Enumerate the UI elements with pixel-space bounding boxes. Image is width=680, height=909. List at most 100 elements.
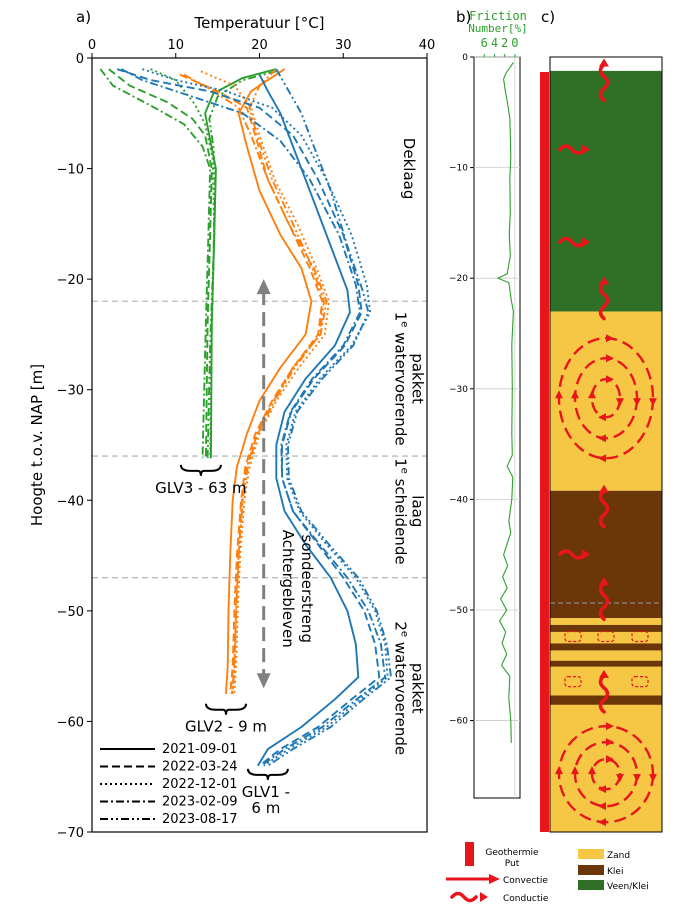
y-tick-label-b-0: 0: [462, 53, 468, 63]
y-tick-label-b-4: −40: [449, 495, 468, 505]
well-label-2: GLV1 -: [242, 783, 290, 801]
convection-loop-lower-mid-head-1: [598, 802, 606, 811]
friction-title-line-2: Number[%]: [468, 22, 528, 35]
convection-loop-upper-inner-head-2: [588, 390, 596, 399]
y-tick-label-a-0: 0: [76, 52, 84, 67]
legend-material-swatch-2: [578, 880, 604, 890]
convection-loop-lower-outer-head-2: [555, 766, 563, 775]
well-label-1: GLV2 - 9 m: [185, 718, 267, 736]
panel-label-b: b): [456, 8, 471, 26]
geothermal-well-bar: [540, 72, 549, 833]
legend-conduction-label: Conductie: [503, 894, 549, 904]
plot-frame-b: [473, 56, 521, 799]
legend-material-swatch-1: [578, 865, 604, 875]
convection-cell-small-0: [564, 630, 582, 643]
clay-stripe-0: [550, 624, 662, 632]
series-line-1-1: [179, 73, 324, 694]
y-tick-label-b-3: −30: [449, 385, 468, 395]
y-tick-label-a-6: −60: [57, 715, 84, 730]
y-axis-label-a: Hoogte t.o.v. NAP [m]: [28, 364, 46, 526]
convection-loop-lower-inner-head-0: [616, 774, 624, 783]
conduction-horizontal-2-head: [582, 549, 590, 560]
y-tick-label-a-3: −30: [57, 384, 84, 399]
convection-loop-lower-inner-head-2: [588, 766, 596, 775]
convection-loop-upper-inner-head-3: [606, 375, 614, 384]
well-label-2-b: 6 m: [251, 799, 280, 817]
layer-label-wvp2: 2e watervoerende pakket: [392, 621, 427, 755]
clay-stripe-2: [550, 660, 662, 667]
layer-label-sl1-line-1: laag: [409, 495, 427, 527]
y-tick-label-b-1: −10: [449, 164, 468, 174]
convection-loop-lower-mid-head-3: [606, 738, 614, 747]
convection-loop-lower-mid-head-0: [633, 774, 641, 783]
legend-conduction-head: [480, 892, 488, 902]
convection-cell-small-4: [631, 676, 649, 688]
legend-label-a-3: 2023-02-09: [162, 795, 238, 810]
y-tick-label-a-5: −50: [57, 605, 84, 620]
conduction-horizontal-0: [558, 144, 586, 155]
legend-well-label-2: Put: [505, 859, 520, 869]
x-tick-label-a-3: 30: [335, 38, 352, 53]
legend-well-swatch: [465, 842, 474, 866]
layer-label-deklaag-line-0: Deklaag: [400, 138, 418, 200]
series-line-2-3: [120, 68, 387, 767]
layer-label-sl1: 1e scheidende laag: [392, 458, 427, 564]
convection-loop-upper-mid-head-0: [633, 398, 641, 407]
legend-material-swatch-0: [578, 849, 604, 859]
y-tick-label-a-1: −10: [57, 163, 84, 178]
x-tick-label-b-1: 4: [491, 36, 498, 50]
x-tick-label-a-1: 10: [167, 38, 184, 53]
legend-convection-arrow-head: [489, 874, 500, 884]
y-tick-label-b-5: −50: [449, 606, 468, 616]
x-tick-label-b-0: 6: [481, 36, 488, 50]
legend-convection-label: Convectie: [503, 876, 548, 886]
x-tick-label-b-2: 2: [501, 36, 508, 50]
legend-label-a-4: 2023-08-17: [162, 812, 238, 827]
y-tick-label-b-6: −60: [449, 717, 468, 727]
convection-loop-upper-mid-head-1: [598, 434, 606, 443]
convection-loop-upper-mid-head-3: [606, 354, 614, 363]
convection-cell-small-3: [564, 676, 582, 688]
convection-loop-upper-inner-head-0: [616, 398, 624, 407]
conduction-horizontal-1-head: [582, 237, 590, 248]
conduction-vertical-1: [598, 280, 610, 321]
convection-cell-small-1: [597, 630, 615, 643]
conduction-vertical-3-head: [599, 577, 609, 586]
convection-loop-upper-inner-head-1: [598, 413, 606, 422]
annotation-arrow-head-bottom: [256, 673, 271, 689]
convection-loop-upper-inner: [588, 375, 624, 422]
convection-loop-lower-inner: [588, 755, 624, 794]
legend-conduction-swatch: [450, 891, 478, 903]
friction-curve: [496, 62, 514, 743]
conduction-vertical-0: [598, 62, 610, 103]
conduction-vertical-2: [598, 488, 610, 529]
x-tick-label-a-4: 40: [419, 38, 436, 53]
legend-well-label-1: Geothermie: [485, 848, 539, 858]
convection-loop-lower-inner-head-3: [606, 755, 614, 764]
layer-label-wvp1-line-1: pakket: [409, 353, 427, 404]
series-line-2-4: [267, 68, 392, 767]
layer-label-sl1-line-0: 1e scheidende: [392, 458, 410, 564]
annotation-text: Achtergebleven sondeerstreng: [279, 530, 316, 648]
well-brace-0: [179, 464, 222, 476]
layer-label-wvp2-line-1: pakket: [409, 663, 427, 714]
x-axis-label-a: Temperatuur [°C]: [193, 14, 324, 32]
convection-loop-upper-outer-head-0: [649, 398, 657, 407]
legend-material-label-0: Zand: [607, 851, 630, 861]
series-line-0-1: [108, 68, 213, 459]
conduction-vertical-1-head: [599, 276, 609, 285]
legend-material-label-1: Klei: [607, 867, 623, 877]
well-brace-1: [205, 703, 247, 715]
convection-loop-upper-outer-head-3: [606, 334, 614, 343]
x-tick-label-b-3: 0: [511, 36, 518, 50]
convection-loop-lower-mid-head-2: [571, 766, 579, 775]
series-line-0-3: [99, 68, 212, 459]
convection-loop-lower-inner-head-1: [598, 785, 606, 794]
legend-label-a-0: 2021-09-01: [162, 742, 238, 757]
conduction-horizontal-1: [558, 236, 586, 248]
conduction-vertical-4: [598, 674, 610, 714]
legend-material-label-2: Veen/Klei: [607, 882, 649, 892]
x-tick-label-a-2: 20: [251, 38, 268, 53]
convection-loop-upper-mid-head-2: [571, 390, 579, 399]
